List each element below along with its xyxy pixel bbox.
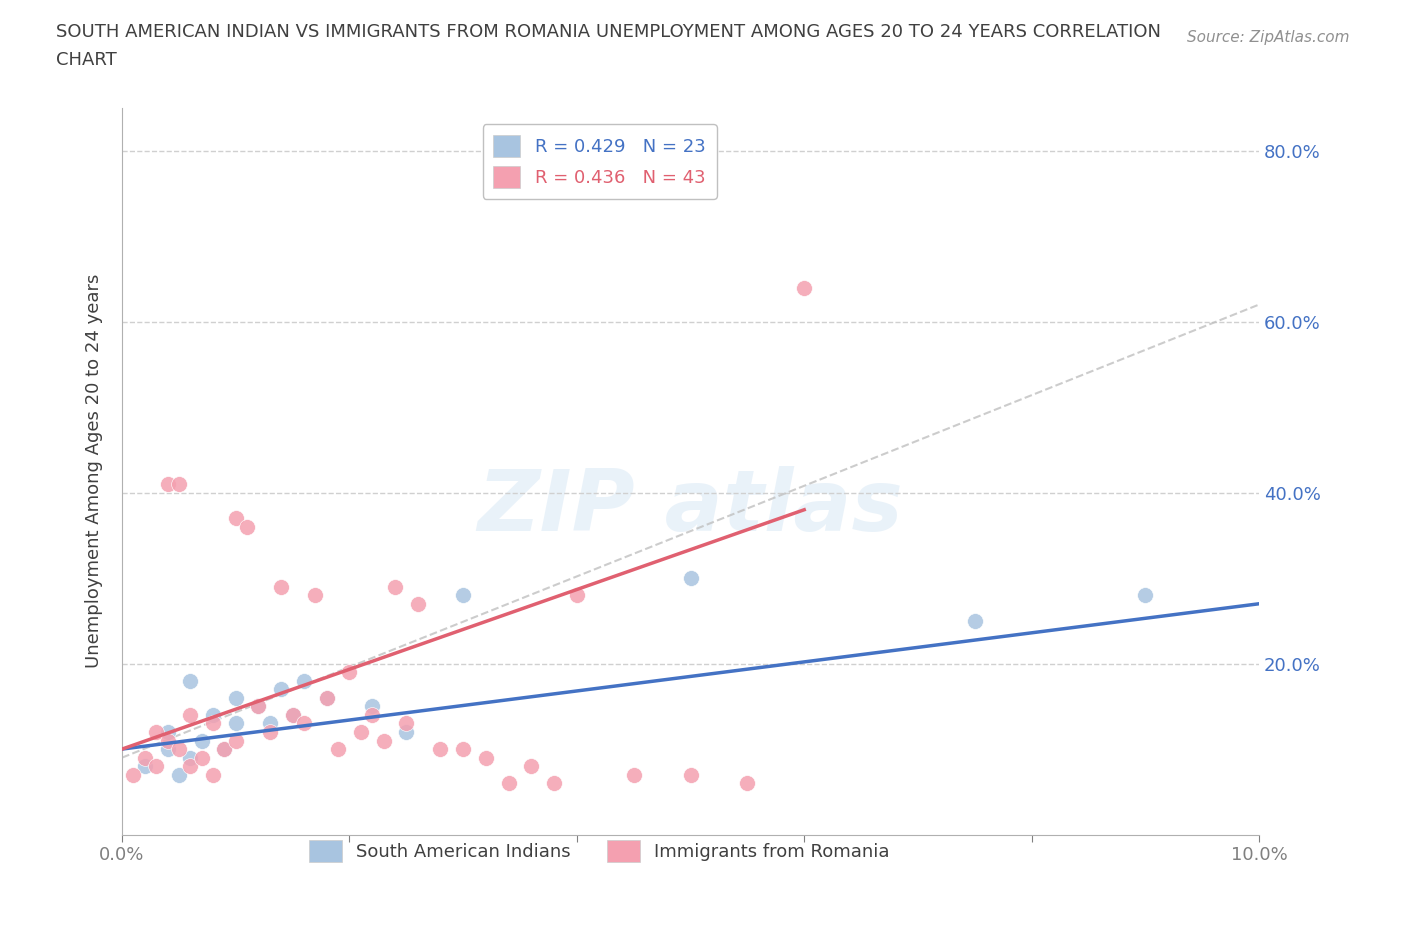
Point — [281, 708, 304, 723]
Point — [793, 280, 815, 295]
Point — [350, 724, 373, 739]
Point — [406, 596, 429, 611]
Point — [179, 759, 201, 774]
Point — [270, 682, 292, 697]
Text: CHART: CHART — [56, 51, 117, 69]
Point — [259, 716, 281, 731]
Point — [156, 477, 179, 492]
Point — [225, 690, 247, 705]
Point — [270, 579, 292, 594]
Text: Source: ZipAtlas.com: Source: ZipAtlas.com — [1187, 30, 1350, 45]
Point — [963, 614, 986, 629]
Point — [156, 733, 179, 748]
Point — [236, 519, 259, 534]
Point — [122, 767, 145, 782]
Point — [201, 716, 224, 731]
Point — [498, 776, 520, 790]
Point — [292, 716, 315, 731]
Point — [214, 741, 236, 756]
Point — [361, 708, 384, 723]
Point — [201, 708, 224, 723]
Point — [167, 767, 190, 782]
Legend: South American Indians, Immigrants from Romania: South American Indians, Immigrants from … — [302, 832, 897, 870]
Point — [543, 776, 565, 790]
Point — [167, 477, 190, 492]
Point — [225, 511, 247, 525]
Point — [737, 776, 759, 790]
Point — [565, 588, 588, 603]
Point — [326, 741, 349, 756]
Point — [373, 733, 395, 748]
Point — [190, 733, 212, 748]
Point — [395, 724, 418, 739]
Point — [247, 699, 270, 714]
Point — [395, 716, 418, 731]
Point — [429, 741, 451, 756]
Point — [167, 741, 190, 756]
Point — [1135, 588, 1157, 603]
Point — [214, 741, 236, 756]
Point — [156, 724, 179, 739]
Point — [304, 588, 326, 603]
Point — [179, 751, 201, 765]
Point — [520, 759, 543, 774]
Point — [315, 690, 337, 705]
Point — [339, 665, 361, 680]
Point — [201, 767, 224, 782]
Point — [179, 673, 201, 688]
Point — [451, 741, 474, 756]
Point — [679, 571, 702, 586]
Point — [179, 708, 201, 723]
Point — [623, 767, 645, 782]
Point — [315, 690, 337, 705]
Point — [281, 708, 304, 723]
Text: ZIP atlas: ZIP atlas — [478, 466, 904, 549]
Point — [259, 724, 281, 739]
Point — [145, 759, 167, 774]
Point — [225, 733, 247, 748]
Point — [475, 751, 498, 765]
Point — [361, 699, 384, 714]
Point — [451, 588, 474, 603]
Point — [190, 751, 212, 765]
Point — [679, 767, 702, 782]
Point — [292, 673, 315, 688]
Point — [225, 716, 247, 731]
Y-axis label: Unemployment Among Ages 20 to 24 years: Unemployment Among Ages 20 to 24 years — [86, 274, 103, 669]
Point — [134, 759, 156, 774]
Point — [384, 579, 406, 594]
Point — [156, 741, 179, 756]
Point — [247, 699, 270, 714]
Point — [134, 751, 156, 765]
Text: SOUTH AMERICAN INDIAN VS IMMIGRANTS FROM ROMANIA UNEMPLOYMENT AMONG AGES 20 TO 2: SOUTH AMERICAN INDIAN VS IMMIGRANTS FROM… — [56, 23, 1161, 41]
Point — [145, 724, 167, 739]
